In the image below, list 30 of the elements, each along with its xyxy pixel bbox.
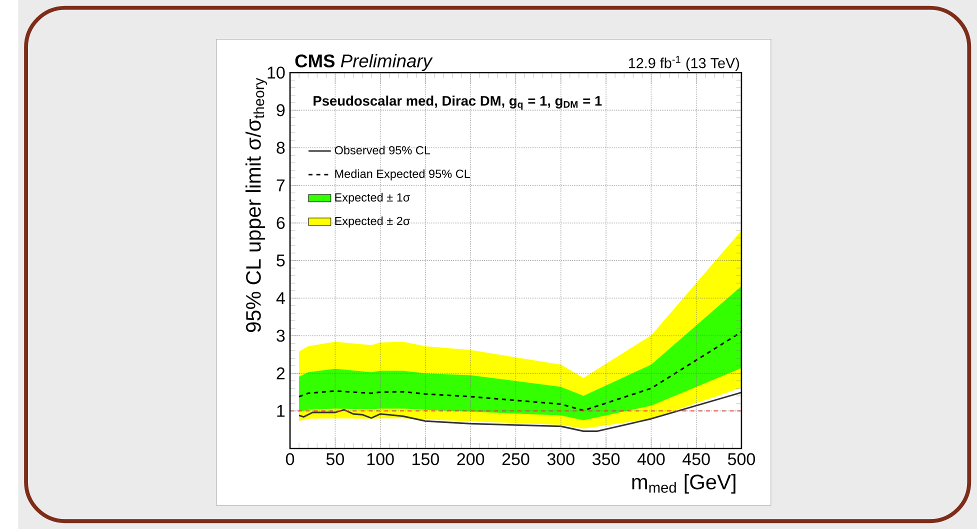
legend-label: Expected ± 1σ: [335, 192, 410, 204]
x-tick-label: 300: [547, 453, 574, 466]
x-tick-label: 0: [286, 453, 294, 466]
y-tick-label: 4: [276, 292, 285, 304]
x-tick-label: 350: [592, 453, 620, 466]
x-tick-label: 50: [326, 453, 344, 466]
annotation: Pseudoscalar med, Dirac DM, g$_{q}$ = 1, g$_{DM}$ = 1: [314, 96, 602, 110]
x-tick-label: 100: [367, 453, 394, 466]
legend-label: Median Expected 95% CL: [335, 169, 470, 180]
chart-subtitle: 12.9 fb$^{-1}$ (13 TeV): [628, 56, 740, 72]
chart-title: CMS Preliminary: [295, 54, 433, 72]
y-tick-label: 10: [268, 66, 285, 79]
y-tick-label: 2: [276, 367, 285, 380]
y-tick-label: 7: [276, 180, 285, 192]
x-tick-label: 450: [682, 453, 710, 466]
y-tick-label: 1: [277, 405, 285, 417]
x-tick-label: 150: [412, 453, 439, 466]
y-tick-label: 9: [276, 104, 285, 116]
y-tick-label: 3: [276, 330, 285, 342]
x-tick-label: 250: [502, 453, 530, 466]
y-tick-label: 5: [276, 254, 285, 267]
y-axis-title: 95% CL upper limit σ/σ$_{theory}$: [245, 78, 268, 332]
legend-label: Observed 95% CL: [334, 146, 430, 154]
x-tick-label: 500: [728, 453, 755, 466]
legend-label: Expected ± 2σ: [335, 216, 410, 228]
x-axis-title: m$_{med}$ [GeV]: [632, 474, 736, 494]
y-tick-label: 6: [276, 216, 285, 230]
x-tick-label: 400: [637, 453, 665, 466]
x-tick-label: 200: [457, 453, 484, 466]
y-tick-label: 8: [276, 142, 285, 154]
